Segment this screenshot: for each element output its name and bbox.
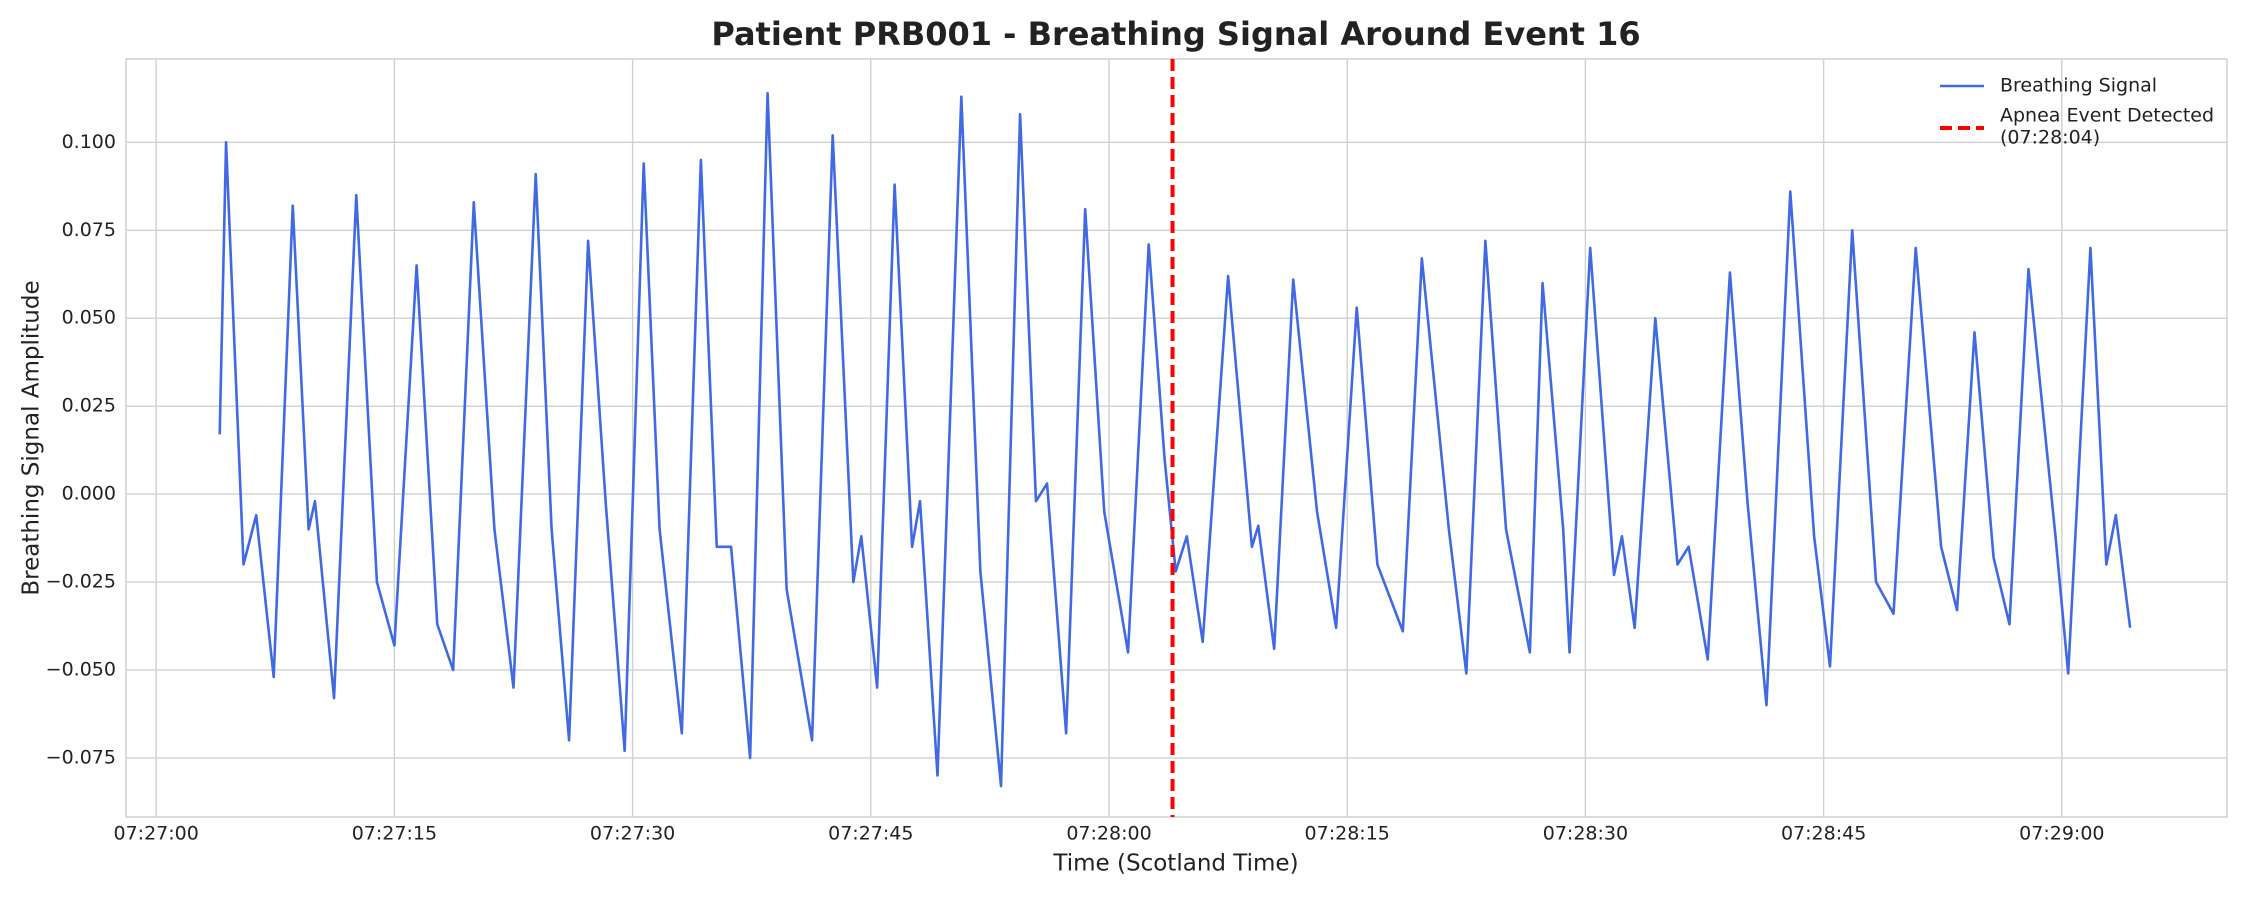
y-tick-label: 0.075: [62, 219, 116, 241]
x-tick-label: 07:27:30: [590, 823, 675, 845]
y-tick-label: 0.000: [62, 483, 116, 505]
y-tick-label: −0.050: [46, 658, 116, 680]
x-tick-label: 07:28:30: [1543, 823, 1628, 845]
x-tick-label: 07:29:00: [2019, 823, 2104, 845]
chart-title: Patient PRB001 - Breathing Signal Around…: [711, 15, 1640, 53]
y-tick-label: 0.100: [62, 131, 116, 153]
x-tick-label: 07:28:15: [1305, 823, 1390, 845]
y-tick-label: 0.025: [62, 395, 116, 417]
legend-label: Breathing Signal: [2000, 75, 2157, 97]
x-tick-label: 07:27:00: [114, 823, 199, 845]
y-tick-label: −0.075: [46, 746, 116, 768]
legend-label: Apnea Event Detected: [2000, 105, 2214, 127]
x-tick-label: 07:28:00: [1066, 823, 1151, 845]
y-axis-label: Breathing Signal Amplitude: [19, 280, 45, 595]
x-tick-label: 07:28:45: [1781, 823, 1866, 845]
legend-label: (07:28:04): [2000, 127, 2100, 149]
plot-frame: [125, 58, 2228, 818]
y-tick-label: −0.025: [46, 571, 116, 593]
x-tick-label: 07:27:15: [352, 823, 437, 845]
signal-line: [218, 91, 2132, 788]
x-axis-label: Time (Scotland Time): [1052, 851, 1298, 877]
y-tick-label: 0.050: [62, 307, 116, 329]
x-tick-label: 07:27:45: [828, 823, 913, 845]
